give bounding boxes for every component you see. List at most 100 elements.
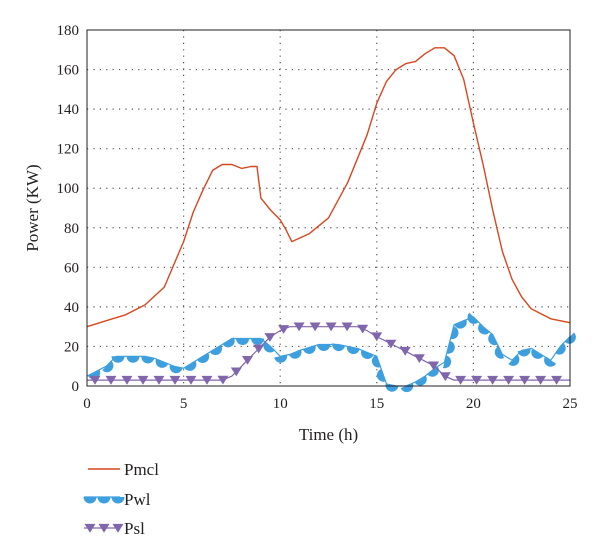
y-tick-label: 40 [64, 300, 79, 316]
y-tick-label: 160 [57, 63, 80, 79]
series-marker-psl [428, 361, 440, 371]
legend-label-pmcl: Pmcl [124, 460, 159, 479]
series-marker-pwl [332, 343, 346, 352]
x-tick-label: 5 [180, 396, 188, 412]
series-line-pwl [86, 316, 571, 387]
series-marker-psl [413, 354, 425, 363]
plot-frame [86, 29, 571, 387]
series-marker-psl [551, 375, 563, 385]
series-marker-pwl [508, 354, 520, 366]
series-marker-psl [242, 356, 253, 365]
series-layer [86, 47, 576, 393]
y-tick-label: 100 [57, 181, 80, 197]
x-tick-label: 0 [83, 396, 91, 412]
y-tick-label: 120 [57, 142, 80, 158]
series-marker-pwl [442, 355, 452, 369]
series-marker-pwl [446, 340, 455, 354]
series-marker-pwl [102, 361, 114, 373]
series-marker-pwl [531, 348, 544, 359]
series-marker-psl [439, 372, 451, 382]
series-marker-psl [230, 367, 242, 377]
x-tick-label: 20 [466, 396, 481, 412]
series-marker-pwl [478, 323, 490, 335]
y-tick-label: 180 [57, 23, 80, 39]
legend-marker [97, 497, 111, 504]
series-marker-pwl [288, 349, 302, 359]
series-marker-pwl [544, 356, 557, 367]
series-marker-psl [201, 375, 213, 385]
series-marker-pwl [274, 354, 288, 363]
series-marker-pwl [236, 338, 250, 345]
legend: Pmcl Pwl Psl [83, 460, 159, 538]
series-marker-psl [309, 322, 321, 332]
series-marker-psl [185, 375, 197, 385]
legend-marker [111, 497, 125, 504]
series-marker-psl [105, 375, 117, 385]
grid [87, 30, 570, 386]
series-marker-pwl [361, 350, 374, 359]
y-tick-label: 140 [57, 102, 80, 118]
x-tick-label: 15 [369, 396, 384, 412]
series-marker-psl [137, 375, 149, 385]
legend-marker [83, 497, 97, 504]
x-axis-title: Time (h) [299, 425, 358, 444]
y-tick-labels: 0 20 40 60 80 100 120 140 160 180 [57, 23, 80, 395]
series-pwl [86, 312, 576, 393]
series-marker-pwl [555, 342, 566, 355]
series-marker-pwl [414, 375, 427, 386]
series-marker-pwl [450, 326, 459, 340]
legend-item-pwl: Pwl [83, 490, 151, 509]
y-tick-label: 0 [72, 379, 80, 395]
x-tick-labels: 0 5 10 15 20 25 [83, 396, 577, 412]
series-marker-pwl [197, 353, 210, 363]
series-marker-psl [278, 325, 290, 334]
series-marker-pwl [488, 332, 498, 346]
series-marker-pwl [317, 344, 331, 351]
series-marker-psl [471, 375, 483, 385]
series-pmcl [86, 47, 571, 328]
series-marker-pwl [517, 348, 531, 357]
legend-marker [98, 523, 110, 533]
series-marker-pwl [126, 356, 140, 363]
legend-item-psl: Psl [84, 519, 145, 538]
series-marker-psl [535, 375, 547, 385]
legend-label-pwl: Pwl [124, 490, 151, 509]
y-tick-label: 80 [64, 221, 79, 237]
series-marker-psl [293, 322, 305, 332]
series-marker-psl [341, 322, 353, 332]
series-marker-pwl [302, 345, 316, 354]
series-marker-pwl [371, 354, 381, 368]
series-marker-pwl [467, 312, 479, 324]
series-marker-pwl [376, 369, 386, 382]
series-line-pmcl [86, 47, 571, 328]
legend-label-psl: Psl [124, 519, 145, 538]
series-marker-psl [503, 375, 515, 385]
legend-marker [84, 523, 96, 533]
series-marker-pwl [222, 337, 235, 348]
legend-swatch-psl [84, 523, 124, 533]
x-tick-label: 10 [273, 396, 288, 412]
series-marker-psl [153, 375, 165, 385]
series-marker-pwl [209, 345, 222, 356]
series-marker-psl [399, 346, 411, 356]
series-marker-psl [253, 344, 265, 354]
series-psl [87, 322, 570, 385]
series-marker-pwl [169, 365, 183, 374]
series-marker-psl [121, 375, 133, 385]
series-marker-psl [487, 375, 499, 385]
series-marker-pwl [385, 383, 399, 392]
x-tick-label: 25 [563, 396, 578, 412]
series-marker-psl [217, 375, 229, 385]
y-tick-label: 20 [64, 339, 79, 355]
y-axis-title: Power (KW) [23, 164, 42, 251]
series-marker-pwl [155, 358, 169, 368]
legend-marker [112, 523, 124, 533]
series-marker-psl [385, 339, 397, 349]
y-tick-label: 60 [64, 260, 79, 276]
series-marker-psl [519, 375, 531, 385]
series-marker-pwl [427, 366, 439, 377]
legend-item-pmcl: Pmcl [88, 460, 159, 479]
series-marker-pwl [454, 319, 467, 329]
series-marker-pwl [400, 383, 414, 393]
